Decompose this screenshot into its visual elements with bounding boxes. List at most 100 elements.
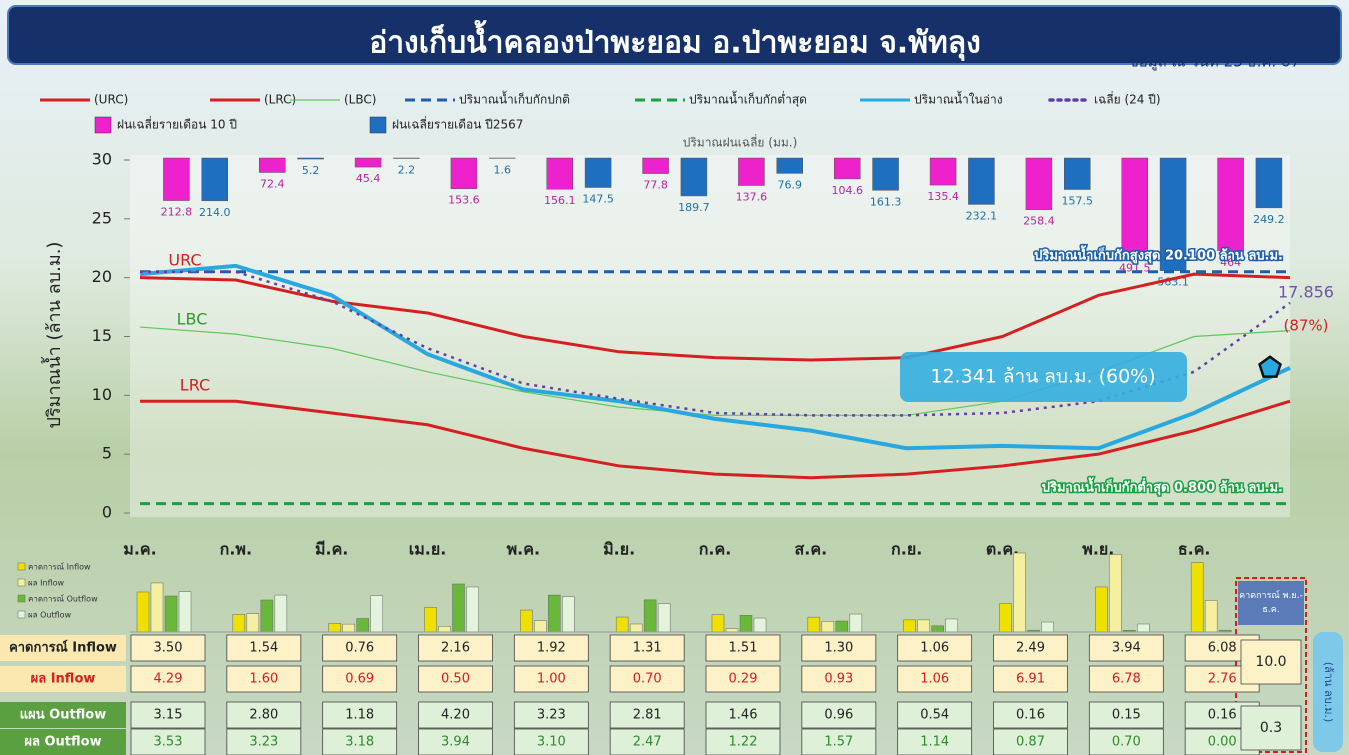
rain-bar bbox=[201, 157, 228, 202]
flow-bar bbox=[342, 623, 355, 633]
rain-bar bbox=[872, 157, 899, 191]
rain-bar bbox=[738, 157, 765, 186]
rain-bar bbox=[1255, 157, 1283, 209]
flow-bar bbox=[629, 623, 643, 633]
table-cell bbox=[801, 665, 877, 693]
x-tick-label: เม.ย. bbox=[409, 540, 447, 559]
flow-bar bbox=[232, 614, 246, 633]
table-value: 0.16 bbox=[1208, 708, 1237, 723]
flow-bar bbox=[1190, 562, 1204, 633]
table-cell bbox=[993, 634, 1068, 662]
rain-title: ปริมาณฝนเฉลี่ย (มม.) bbox=[683, 134, 798, 150]
flow-bar bbox=[136, 591, 150, 633]
table-cell bbox=[226, 728, 302, 755]
flow-bar bbox=[917, 619, 930, 633]
legend-label: ปริมาณน้ำเก็บกักต่ำสุด bbox=[689, 91, 807, 108]
table-cell bbox=[705, 634, 781, 662]
x-tick-label: ต.ค. bbox=[986, 540, 1019, 559]
row-label-bg bbox=[0, 702, 126, 728]
table-value: 0.00 bbox=[1208, 735, 1237, 750]
row-label: แผน Outflow bbox=[20, 708, 107, 723]
table-value: 0.87 bbox=[1016, 735, 1045, 750]
table-cell bbox=[130, 701, 206, 729]
legend-label: คาดการณ์ Inflow bbox=[28, 562, 91, 572]
flow-bar bbox=[711, 614, 725, 633]
x-tick-label: ธ.ค. bbox=[1178, 540, 1211, 559]
x-tick-label: มี.ค. bbox=[315, 540, 348, 559]
forecast-cell bbox=[1240, 705, 1302, 751]
flow-bar bbox=[1137, 623, 1150, 633]
table-cell bbox=[897, 728, 973, 755]
rain-label: 249.2 bbox=[1253, 213, 1285, 226]
row-label: คาดการณ์ Inflow bbox=[9, 640, 117, 656]
rain-label: 464 bbox=[1220, 256, 1241, 269]
legend-label: ผล Outflow bbox=[28, 611, 72, 620]
rain-label: 153.6 bbox=[448, 194, 480, 207]
flow-bar bbox=[615, 616, 629, 633]
rain-label: 157.5 bbox=[1062, 195, 1094, 208]
legend-label: ปริมาณน้ำในอ่าง bbox=[914, 91, 1003, 107]
forecast-value: 0.3 bbox=[1260, 720, 1282, 736]
legend-label: ปริมาณน้ำเก็บกักปกติ bbox=[459, 91, 570, 107]
flow-bar bbox=[356, 618, 369, 633]
rain-label: 161.3 bbox=[870, 195, 902, 208]
table-value: 1.06 bbox=[920, 672, 949, 687]
table-value: 1.30 bbox=[824, 641, 853, 656]
flow-bar bbox=[753, 617, 767, 633]
flow-bar bbox=[466, 586, 479, 633]
table-value: 1.46 bbox=[729, 708, 758, 723]
legend-swatch bbox=[17, 594, 26, 603]
rain-bar bbox=[354, 157, 382, 168]
rain-label: 563.1 bbox=[1157, 276, 1189, 289]
table-cell bbox=[322, 728, 398, 755]
x-tick-label: ก.พ. bbox=[220, 540, 252, 559]
table-cell bbox=[322, 634, 398, 662]
rain-label: 214.0 bbox=[199, 206, 231, 219]
flow-bar bbox=[150, 582, 164, 633]
table-cell bbox=[801, 634, 877, 662]
table-value: 1.60 bbox=[249, 672, 278, 687]
rain-label: 72.4 bbox=[260, 177, 285, 190]
row-label-bg bbox=[0, 729, 126, 755]
rain-bar bbox=[1159, 157, 1187, 271]
row-label-bg bbox=[0, 666, 126, 692]
table-cell bbox=[609, 728, 685, 755]
table-value: 0.16 bbox=[1016, 708, 1045, 723]
row-label-bg bbox=[0, 635, 126, 661]
table-value: 1.22 bbox=[729, 735, 758, 750]
rain-bar bbox=[546, 157, 573, 190]
table-value: 0.76 bbox=[345, 641, 374, 656]
table-cell bbox=[322, 665, 398, 693]
flow-bar bbox=[178, 591, 192, 633]
legend-swatch bbox=[369, 116, 387, 134]
table-cell bbox=[418, 728, 493, 755]
forecast-box bbox=[1235, 577, 1307, 753]
annotation: 12.341 ล้าน ลบ.ม. (60%) bbox=[930, 366, 1155, 388]
rain-bar bbox=[297, 157, 324, 160]
table-cell bbox=[705, 701, 781, 729]
legend-label: ฝนเฉลี่ยรายเดือน 10 ปี bbox=[117, 116, 237, 132]
rain-bar bbox=[1025, 157, 1053, 210]
flow-bar bbox=[260, 599, 274, 633]
table-value: 1.92 bbox=[537, 641, 566, 656]
table-cell bbox=[609, 634, 685, 662]
legend-label: ฝนเฉลี่ยรายเดือน ปี2567 bbox=[392, 116, 523, 132]
table-value: 3.94 bbox=[441, 735, 470, 750]
table-value: 2.16 bbox=[441, 641, 470, 656]
annotation: LRC bbox=[180, 376, 210, 395]
rain-bar bbox=[834, 157, 861, 180]
table-value: 2.80 bbox=[249, 708, 278, 723]
table-value: 6.78 bbox=[1112, 672, 1141, 687]
flow-bar bbox=[424, 607, 437, 633]
rain-label: 491.5 bbox=[1119, 261, 1151, 274]
flow-bar bbox=[643, 599, 657, 633]
table-value: 2.76 bbox=[1208, 672, 1237, 687]
y-tick-label: 25 bbox=[92, 208, 112, 227]
annotation: 17.856 bbox=[1278, 283, 1334, 302]
rain-label: 156.1 bbox=[544, 194, 576, 207]
flow-bar bbox=[1204, 600, 1218, 633]
rain-label: 189.7 bbox=[678, 201, 710, 214]
flow-bar bbox=[1041, 621, 1054, 633]
annotation: ปริมาณน้ำเก็บกักสูงสุด 20.100 ล้าน ลบ.ม. bbox=[1034, 245, 1283, 264]
x-tick-label: ม.ค. bbox=[123, 540, 156, 559]
